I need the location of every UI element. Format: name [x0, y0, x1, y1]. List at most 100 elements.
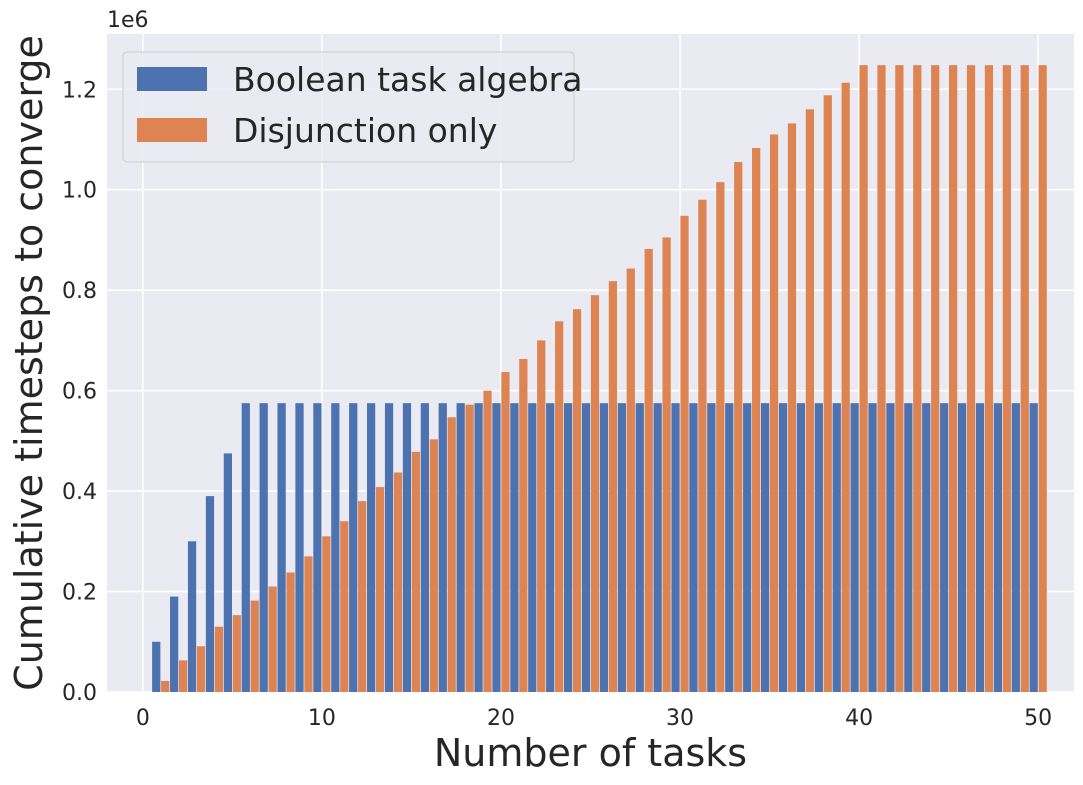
- bar-disjunction-only: [358, 501, 367, 692]
- legend: Boolean task algebra Disjunction only: [122, 51, 582, 163]
- bar-disjunction-only: [429, 439, 438, 692]
- bar-boolean-task-algebra: [796, 403, 806, 692]
- bar-boolean-task-algebra: [384, 403, 394, 692]
- bar-boolean-task-algebra: [528, 403, 537, 692]
- bar-disjunction-only: [823, 95, 832, 692]
- bar-disjunction-only: [590, 295, 600, 692]
- y-tick-label: 0.6: [62, 380, 97, 405]
- legend-box: [122, 51, 575, 163]
- bar-disjunction-only: [393, 472, 403, 692]
- bar-boolean-task-algebra: [241, 403, 250, 692]
- bar-boolean-task-algebra: [940, 403, 949, 692]
- legend-label-boolean: Boolean task algebra: [233, 60, 582, 99]
- bar-boolean-task-algebra: [277, 403, 286, 692]
- bar-disjunction-only: [769, 134, 779, 692]
- bar-boolean-task-algebra: [886, 403, 895, 692]
- bar-boolean-task-algebra: [760, 403, 770, 692]
- bar-disjunction-only: [161, 680, 170, 692]
- bar-disjunction-only: [877, 65, 886, 693]
- x-tick-label: 30: [666, 706, 694, 731]
- bar-boolean-task-algebra: [492, 403, 501, 692]
- bar-disjunction-only: [340, 521, 349, 692]
- y-tick-labels: 0.0 0.2 0.4 0.6 0.8 1.0 1.2: [62, 78, 97, 706]
- bar-boolean-task-algebra: [850, 403, 859, 692]
- y-tick-label: 1.0: [62, 179, 97, 204]
- bar-disjunction-only: [966, 65, 976, 693]
- bar-boolean-task-algebra: [313, 403, 322, 692]
- x-tick-label: 10: [308, 706, 336, 731]
- bar-boolean-task-algebra: [671, 403, 680, 692]
- bar-disjunction-only: [483, 390, 492, 692]
- bar-disjunction-only: [232, 615, 241, 692]
- y-tick-label: 0.2: [62, 581, 97, 606]
- bar-boolean-task-algebra: [814, 403, 823, 692]
- bar-disjunction-only: [644, 248, 653, 692]
- bar-boolean-task-algebra: [546, 403, 555, 692]
- y-tick-label: 0.4: [62, 480, 97, 505]
- bar-boolean-task-algebra: [581, 403, 591, 692]
- bar-disjunction-only: [304, 556, 313, 692]
- bar-boolean-task-algebra: [635, 403, 644, 692]
- bar-disjunction-only: [411, 451, 421, 692]
- bar-disjunction-only: [537, 340, 546, 692]
- bar-disjunction-only: [1002, 65, 1011, 693]
- bar-disjunction-only: [734, 162, 743, 692]
- bar-boolean-task-algebra: [599, 403, 609, 692]
- bar-disjunction-only: [984, 65, 994, 693]
- y-axis-title: Cumulative timesteps to converge: [7, 35, 51, 691]
- bar-disjunction-only: [519, 358, 528, 692]
- bar-boolean-task-algebra: [868, 403, 877, 692]
- bar-boolean-task-algebra: [922, 403, 931, 692]
- bar-boolean-task-algebra: [563, 403, 573, 692]
- x-axis-title: Number of tasks: [434, 731, 747, 775]
- bar-boolean-task-algebra: [402, 403, 412, 692]
- bar-disjunction-only: [1038, 65, 1047, 693]
- bar-boolean-task-algebra: [510, 403, 519, 692]
- bar-disjunction-only: [268, 586, 277, 692]
- bar-disjunction-only: [1020, 65, 1029, 693]
- legend-swatch-boolean: [137, 67, 207, 91]
- bar-boolean-task-algebra: [474, 403, 483, 692]
- x-tick-label: 20: [487, 706, 515, 731]
- bar-boolean-task-algebra: [617, 403, 626, 692]
- y-tick-label: 0.0: [62, 681, 97, 706]
- bar-disjunction-only: [196, 646, 206, 692]
- bar-boolean-task-algebra: [743, 403, 752, 692]
- bar-disjunction-only: [752, 148, 761, 693]
- bar-disjunction-only: [286, 572, 295, 692]
- bar-disjunction-only: [805, 109, 814, 693]
- bar-disjunction-only: [250, 600, 259, 692]
- bar-boolean-task-algebra: [778, 403, 788, 692]
- bar-boolean-task-algebra: [187, 541, 197, 692]
- bar-boolean-task-algebra: [707, 403, 716, 692]
- y-tick-label: 1.2: [62, 78, 97, 103]
- bar-boolean-task-algebra: [349, 403, 358, 692]
- bar-boolean-task-algebra: [295, 403, 304, 692]
- bar-boolean-task-algebra: [1029, 403, 1038, 692]
- bar-disjunction-only: [698, 199, 707, 692]
- bar-boolean-task-algebra: [420, 403, 429, 692]
- bar-disjunction-only: [841, 82, 850, 692]
- bar-disjunction-only: [447, 417, 456, 692]
- bar-boolean-task-algebra: [1011, 403, 1020, 692]
- bar-disjunction-only: [662, 237, 671, 692]
- bar-boolean-task-algebra: [152, 641, 161, 692]
- bar-boolean-task-algebra: [331, 403, 340, 692]
- bar-boolean-task-algebra: [957, 403, 967, 692]
- bar-disjunction-only: [465, 404, 474, 692]
- bar-disjunction-only: [555, 321, 564, 692]
- bar-disjunction-only: [949, 65, 958, 693]
- bar-boolean-task-algebra: [205, 496, 215, 692]
- x-tick-label: 40: [845, 706, 873, 731]
- bar-boolean-task-algebra: [993, 403, 1003, 692]
- bar-disjunction-only: [178, 660, 188, 692]
- y-offset-label: 1e6: [107, 8, 149, 33]
- bar-disjunction-only: [501, 372, 510, 692]
- bar-disjunction-only: [322, 536, 331, 692]
- bar-boolean-task-algebra: [725, 403, 734, 692]
- bar-boolean-task-algebra: [367, 403, 376, 692]
- legend-swatch-disjunction: [137, 118, 207, 142]
- bar-boolean-task-algebra: [904, 403, 913, 692]
- bar-disjunction-only: [572, 309, 582, 692]
